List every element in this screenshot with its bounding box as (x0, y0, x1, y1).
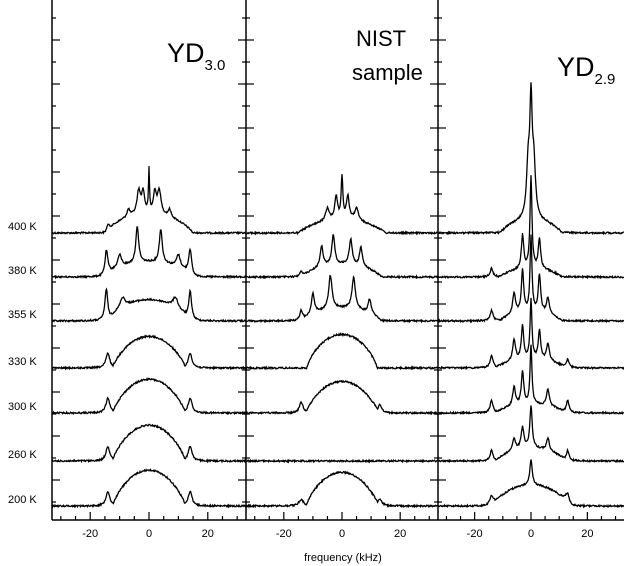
x-axis-label: frequency (kHz) (304, 552, 382, 564)
spectrum-trace (245, 274, 439, 324)
spectrum-trace (438, 344, 624, 416)
spectrum-trace (245, 470, 439, 509)
x-tick-label: -20 (467, 528, 483, 540)
panel-2-label-line1: NIST (356, 26, 406, 51)
spectrum-trace (51, 334, 247, 371)
temperature-labels: 400 K 380 K 355 K 330 K 300 K 260 K 200 K (8, 221, 37, 506)
x-tick-labels: -20 0 20 -20 0 20 -20 0 20 (82, 528, 593, 540)
temperature-label: 300 K (8, 401, 37, 413)
spectrum-trace (245, 174, 439, 236)
temperature-label: 260 K (8, 449, 37, 461)
spectrum-trace (245, 234, 439, 280)
temperature-label: 200 K (8, 494, 37, 506)
spectrum-trace (437, 82, 624, 236)
panel-3-label: YD2.9 (557, 52, 615, 88)
x-tick-label: -20 (82, 528, 98, 540)
x-tick-label: 0 (528, 528, 534, 540)
spectrum-trace (437, 459, 624, 509)
spectrum-trace (52, 226, 247, 280)
spectrum-trace (51, 166, 247, 236)
x-tick-label: -20 (276, 528, 292, 540)
spectrum-trace (51, 287, 247, 324)
temperature-label: 330 K (8, 356, 37, 368)
spectra-traces (51, 82, 624, 509)
x-tick-label: 0 (339, 528, 345, 540)
x-tick-label: 20 (394, 528, 406, 540)
temperature-label: 355 K (8, 309, 37, 321)
panel-1-label: YD3.0 (167, 38, 225, 74)
x-tick-label: 20 (581, 528, 593, 540)
spectrum-trace (51, 376, 247, 416)
x-tick-label: 0 (146, 528, 152, 540)
temperature-label: 400 K (8, 221, 37, 233)
spectrum-trace (437, 297, 624, 371)
spectrum-trace (245, 458, 439, 464)
spectrum-trace (245, 332, 439, 371)
temperature-label: 380 K (8, 265, 37, 277)
spectrum-trace (437, 175, 624, 280)
spectrum-trace (51, 423, 247, 464)
spectrum-trace (437, 405, 624, 464)
x-tick-label: 20 (202, 528, 214, 540)
panel-2-label-line2: sample (352, 60, 423, 85)
spectrum-trace (437, 234, 624, 324)
spectrum-trace (51, 468, 247, 509)
plot-frame (51, 0, 624, 521)
spectrum-trace (245, 379, 439, 416)
